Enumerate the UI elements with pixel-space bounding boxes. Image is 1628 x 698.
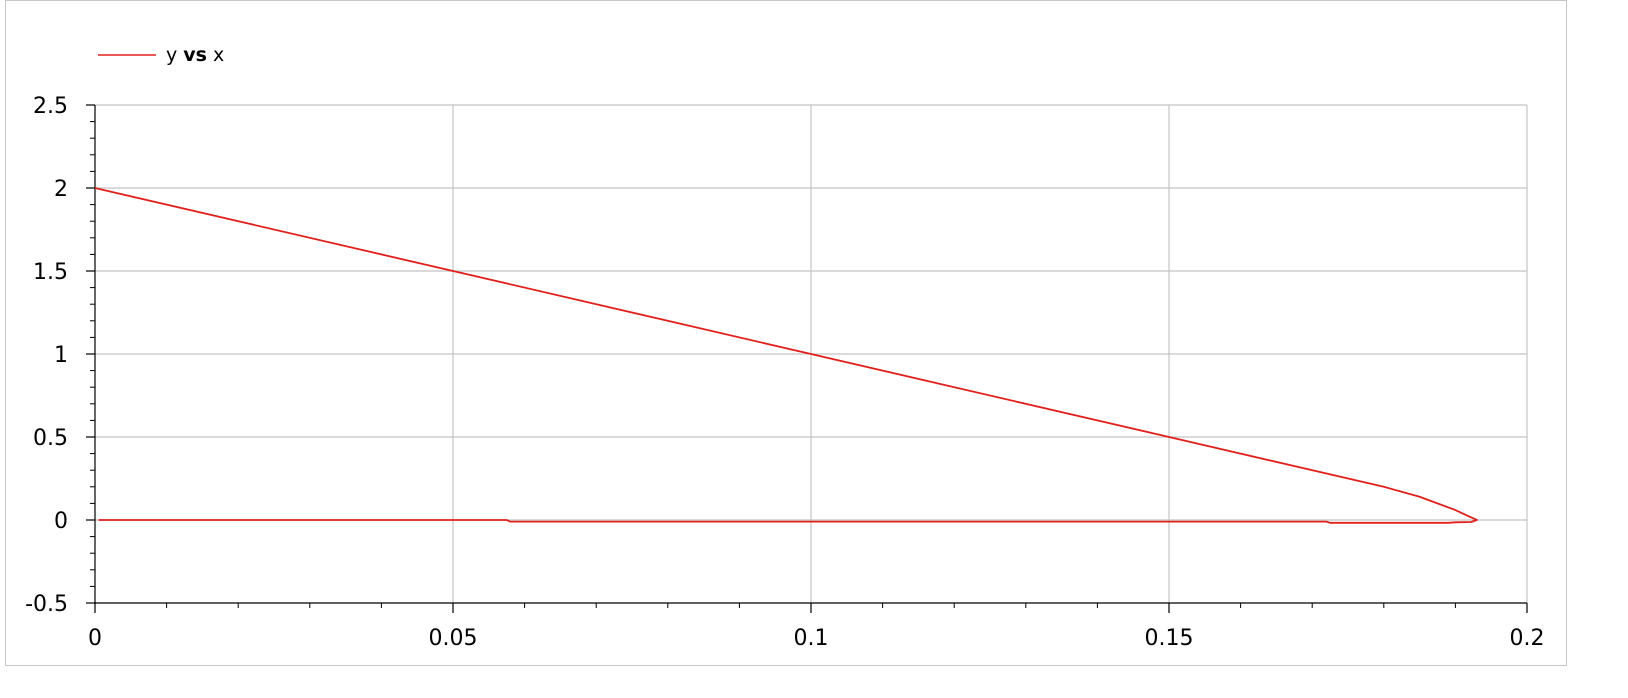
y-tick-label: -0.5 xyxy=(25,592,68,617)
y-tick-label: 0.5 xyxy=(33,426,68,451)
plot-window xyxy=(5,0,1567,666)
series-line xyxy=(94,187,1478,524)
tick-labels: 0 0.05 0.1 0.15 0.2 -0.5 0 0.5 1 1.5 2 2.5 xyxy=(25,94,1544,651)
legend-label-vs: vs xyxy=(183,44,207,66)
axes xyxy=(86,104,1528,613)
x-tick-label: 0.15 xyxy=(1145,626,1194,651)
series-layer xyxy=(94,187,1478,524)
minor-ticks xyxy=(90,121,1456,608)
x-tick-label: 0.1 xyxy=(794,626,829,651)
y-tick-label: 2 xyxy=(54,177,68,202)
y-tick-label: 0 xyxy=(54,509,68,534)
legend-label-y: y xyxy=(166,44,183,66)
legend[interactable]: y vs x xyxy=(98,44,224,66)
x-tick-label: 0.05 xyxy=(429,626,478,651)
y-tick-label: 1 xyxy=(54,343,68,368)
legend-label: y vs x xyxy=(166,44,224,66)
x-tick-label: 0.2 xyxy=(1510,626,1545,651)
legend-label-x: x xyxy=(207,44,224,66)
y-tick-label: 1.5 xyxy=(33,260,68,285)
y-tick-label: 2.5 xyxy=(33,94,68,119)
x-tick-label: 0 xyxy=(88,626,102,651)
